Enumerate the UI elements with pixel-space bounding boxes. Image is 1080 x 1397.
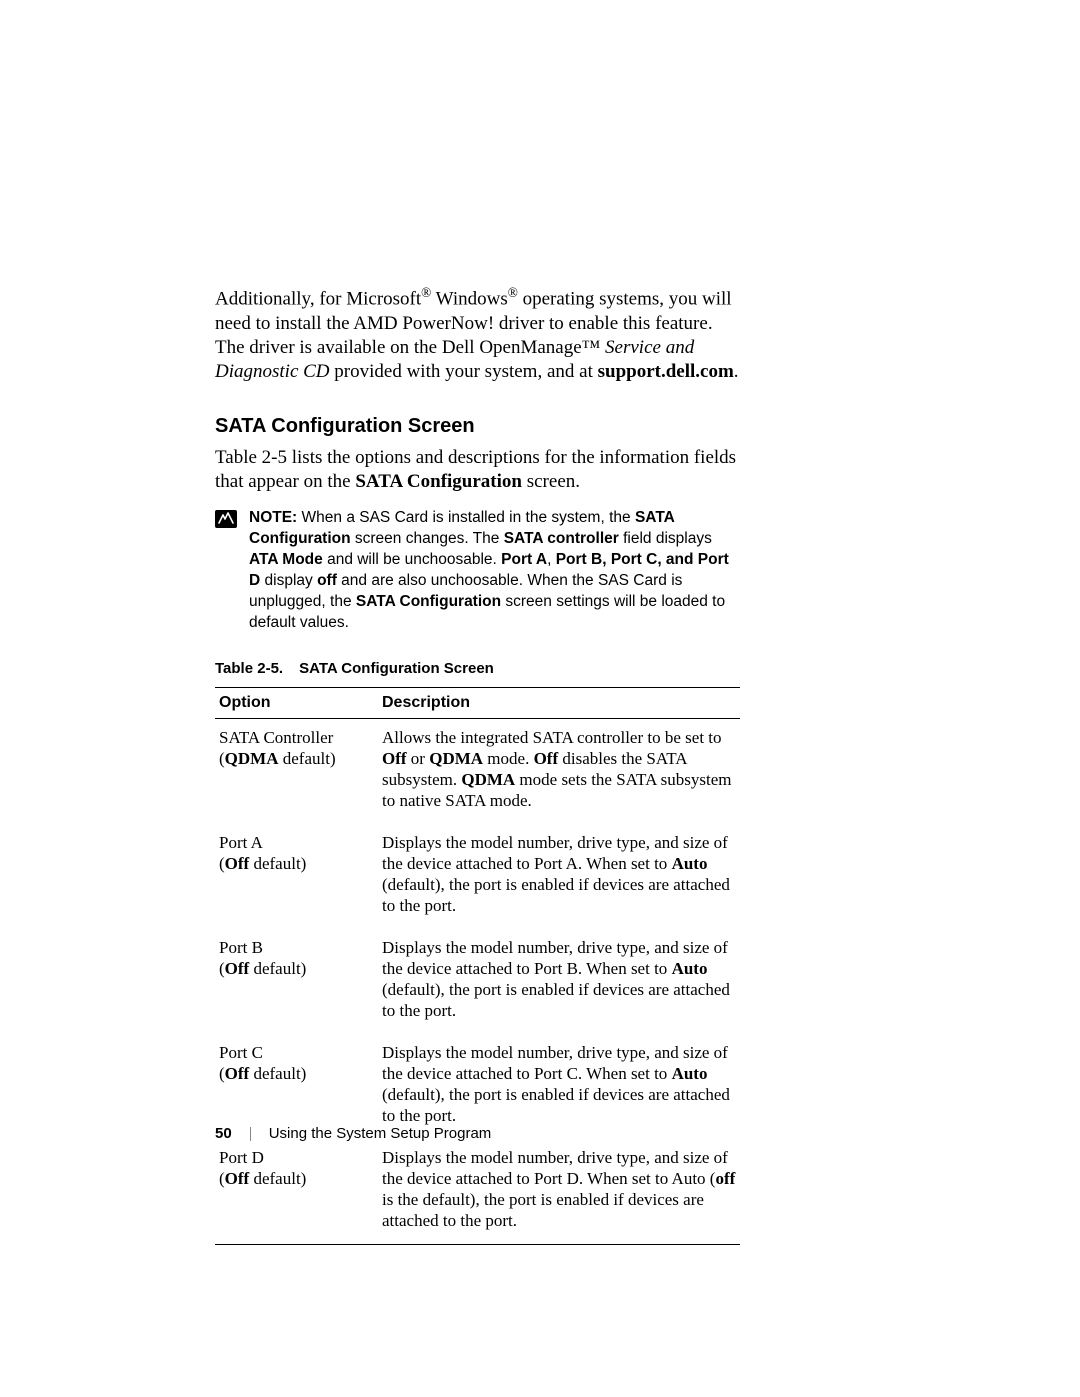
table-caption-title: SATA Configuration Screen [299, 660, 494, 677]
table-header-row: Option Description [215, 687, 740, 718]
table-body: SATA Controller(QDMA default) Allows the… [215, 718, 740, 1244]
table-cell-description: Displays the model number, drive type, a… [378, 1139, 740, 1245]
note-body: When a SAS Card is installed in the syst… [249, 509, 729, 631]
table-caption: Table 2-5. SATA Configuration Screen [215, 660, 740, 677]
table-row: Port A(Off default) Displays the model n… [215, 824, 740, 929]
table-row: Port C(Off default) Displays the model n… [215, 1034, 740, 1139]
note-icon [215, 510, 237, 533]
table-cell-option: Port C(Off default) [215, 1034, 378, 1139]
table-row: SATA Controller(QDMA default) Allows the… [215, 718, 740, 824]
note-block: NOTE: When a SAS Card is installed in th… [215, 508, 740, 634]
table-row: Port D(Off default) Displays the model n… [215, 1139, 740, 1245]
document-page: Additionally, for Microsoft® Windows® op… [0, 0, 1080, 1397]
table-cell-description: Allows the integrated SATA controller to… [378, 718, 740, 824]
section-intro: Table 2-5 lists the options and descript… [215, 446, 740, 495]
table-cell-description: Displays the model number, drive type, a… [378, 1034, 740, 1139]
table-caption-number: Table 2-5. [215, 660, 283, 677]
table-cell-option: Port D(Off default) [215, 1139, 378, 1245]
section-heading: SATA Configuration Screen [215, 415, 740, 438]
page-footer: 50 Using the System Setup Program [215, 1125, 491, 1142]
table-header-description: Description [378, 687, 740, 718]
table-header-option: Option [215, 687, 378, 718]
sata-config-table: Option Description SATA Controller(QDMA … [215, 687, 740, 1245]
footer-section: Using the System Setup Program [269, 1125, 492, 1142]
table-cell-option: SATA Controller(QDMA default) [215, 718, 378, 824]
table-cell-option: Port A(Off default) [215, 824, 378, 929]
table-cell-description: Displays the model number, drive type, a… [378, 824, 740, 929]
note-label: NOTE: [249, 509, 297, 526]
note-text: NOTE: When a SAS Card is installed in th… [249, 508, 740, 634]
page-number: 50 [215, 1125, 232, 1142]
table-row: Port B(Off default) Displays the model n… [215, 929, 740, 1034]
footer-divider [250, 1127, 251, 1141]
table-cell-description: Displays the model number, drive type, a… [378, 929, 740, 1034]
content-column: Additionally, for Microsoft® Windows® op… [215, 284, 740, 1245]
intro-paragraph: Additionally, for Microsoft® Windows® op… [215, 284, 740, 385]
table-cell-option: Port B(Off default) [215, 929, 378, 1034]
